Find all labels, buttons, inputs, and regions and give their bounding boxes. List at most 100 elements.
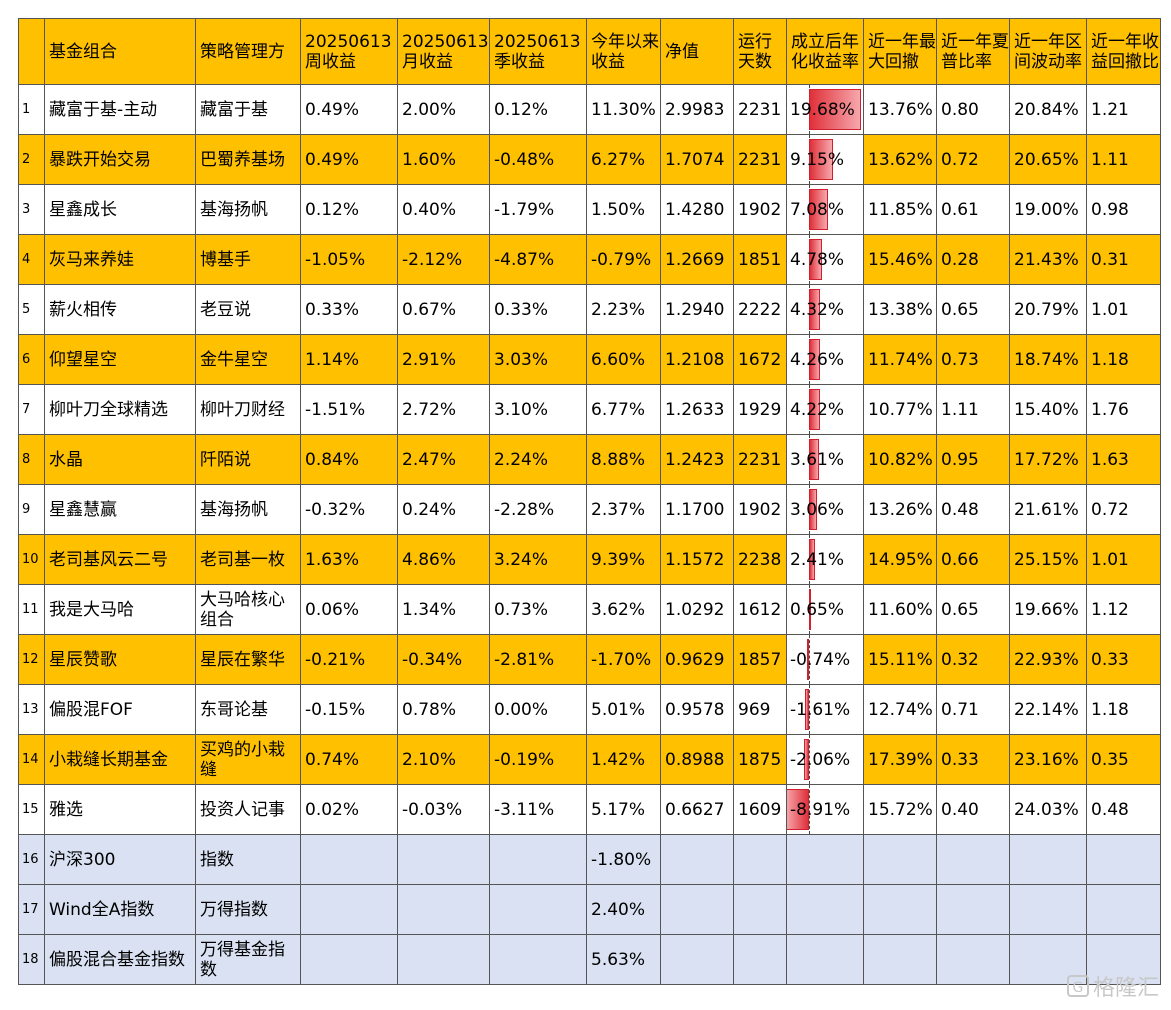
table-cell: 薪火相传 xyxy=(44,284,196,335)
table-cell: 博基手 xyxy=(195,234,301,285)
table-cell: 1609 xyxy=(733,784,787,835)
bar-label: 9.15% xyxy=(790,149,845,170)
table-cell: 买鸡的小栽缝 xyxy=(195,734,301,785)
table-cell: 0.40% xyxy=(397,184,490,235)
table-cell: 沪深300 xyxy=(44,834,196,885)
table-cell: 15.46% xyxy=(863,234,937,285)
table-cell xyxy=(660,834,734,885)
bar-label: -1.61% xyxy=(790,699,851,720)
table-cell: 0.49% xyxy=(300,134,398,185)
table-cell: 老司基风云二号 xyxy=(44,534,196,585)
table-cell: -2.28% xyxy=(489,484,587,535)
table-cell: 11.60% xyxy=(863,584,937,635)
table-cell: 4.32% xyxy=(786,284,864,335)
table-cell: 5.63% xyxy=(586,934,661,985)
table-row: 5 薪火相传 老豆说 0.33% 0.67% 0.33% 2.23% 1.2940 2222 4.… xyxy=(18,284,1161,335)
table-cell: 1.12 xyxy=(1086,584,1161,635)
table-cell: 星辰赞歌 xyxy=(44,634,196,685)
table-cell: 1.34% xyxy=(397,584,490,635)
data-bar xyxy=(809,489,818,530)
table-cell: 1857 xyxy=(733,634,787,685)
bar-axis xyxy=(809,785,810,834)
table-cell xyxy=(733,834,787,885)
table-cell xyxy=(936,934,1010,985)
table-cell: 2231 xyxy=(733,84,787,135)
table-cell: 0.00% xyxy=(489,684,587,735)
column-header: 近一年区间波动率 xyxy=(1009,18,1087,85)
table-cell: 0.65 xyxy=(936,284,1010,335)
table-cell: 10 xyxy=(18,534,45,585)
table-cell: 2.47% xyxy=(397,434,490,485)
table-cell: 18.74% xyxy=(1009,334,1087,385)
table-cell xyxy=(397,834,490,885)
table-cell: 19.68% xyxy=(786,84,864,135)
table-cell: 0.78% xyxy=(397,684,490,735)
table-cell: 仰望星空 xyxy=(44,334,196,385)
table-cell: -2.81% xyxy=(489,634,587,685)
table-cell: -1.79% xyxy=(489,184,587,235)
table-cell: 8.88% xyxy=(586,434,661,485)
table-cell: 1.11 xyxy=(1086,134,1161,185)
table-cell: 22.14% xyxy=(1009,684,1087,735)
table-cell: 19.66% xyxy=(1009,584,1087,635)
table-cell: 1.2633 xyxy=(660,384,734,435)
table-cell: 13.62% xyxy=(863,134,937,185)
data-bar xyxy=(809,139,834,180)
table-cell: 1.76 xyxy=(1086,384,1161,435)
table-cell: 0.65 xyxy=(936,584,1010,635)
table-cell: 1.0292 xyxy=(660,584,734,635)
table-cell: 万得指数 xyxy=(195,884,301,935)
data-bar xyxy=(809,389,821,430)
table-cell: 0.8988 xyxy=(660,734,734,785)
table-row: 14 小栽缝长期基金 买鸡的小栽缝 0.74% 2.10% -0.19% 1.42% 0.89… xyxy=(18,734,1161,785)
column-header: 基金组合 xyxy=(44,18,196,85)
table-cell: 2231 xyxy=(733,134,787,185)
column-header: 运行天数 xyxy=(733,18,787,85)
data-bar xyxy=(809,439,819,480)
table-cell: 1.2108 xyxy=(660,334,734,385)
table-cell: 0.84% xyxy=(300,434,398,485)
table-cell: 0.33 xyxy=(1086,634,1161,685)
table-cell: 偏股混FOF xyxy=(44,684,196,735)
table-cell: 2.40% xyxy=(586,884,661,935)
table-cell: 14 xyxy=(18,734,45,785)
bar-label: -2.06% xyxy=(790,749,851,770)
table-cell: -1.80% xyxy=(586,834,661,885)
data-bar xyxy=(809,289,821,330)
table-cell xyxy=(1009,934,1087,985)
table-cell: -1.05% xyxy=(300,234,398,285)
table-cell: 老豆说 xyxy=(195,284,301,335)
table-cell: 20.65% xyxy=(1009,134,1087,185)
table-cell xyxy=(660,884,734,935)
table-cell: 3 xyxy=(18,184,45,235)
table-cell: 4.78% xyxy=(786,234,864,285)
table-cell xyxy=(397,934,490,985)
header-row: 基金组合 策略管理方 20250613周收益 20250613月收益 20250613季… xyxy=(18,18,1161,85)
table-cell xyxy=(1086,934,1161,985)
table-cell xyxy=(936,884,1010,935)
bar-axis xyxy=(809,635,810,684)
table-cell: 0.80 xyxy=(936,84,1010,135)
table-cell: 11.30% xyxy=(586,84,661,135)
table-cell: 万得基金指数 xyxy=(195,934,301,985)
table-cell: 0.65% xyxy=(786,584,864,635)
table-cell: 1.7074 xyxy=(660,134,734,185)
table-cell: 0.33 xyxy=(936,734,1010,785)
table-cell: 0.73% xyxy=(489,584,587,635)
table-cell: 0.66 xyxy=(936,534,1010,585)
table-cell: 4 xyxy=(18,234,45,285)
table-cell: 6 xyxy=(18,334,45,385)
bar-axis xyxy=(809,735,810,784)
table-cell: 2.41% xyxy=(786,534,864,585)
table-cell: 22.93% xyxy=(1009,634,1087,685)
table-cell: 15.40% xyxy=(1009,384,1087,435)
table-cell: 0.31 xyxy=(1086,234,1161,285)
table-cell: 11.85% xyxy=(863,184,937,235)
table-row: 12 星辰赞歌 星辰在繁华 -0.21% -0.34% -2.81% -1.70% 0.962… xyxy=(18,634,1161,685)
table-cell: 1.11 xyxy=(936,384,1010,435)
table-row: 9 星鑫慧赢 基海扬帆 -0.32% 0.24% -2.28% 2.37% 1.1700 190… xyxy=(18,484,1161,535)
table-cell: 21.61% xyxy=(1009,484,1087,535)
table-cell: 2231 xyxy=(733,434,787,485)
table-cell xyxy=(300,834,398,885)
table-cell: 10.82% xyxy=(863,434,937,485)
